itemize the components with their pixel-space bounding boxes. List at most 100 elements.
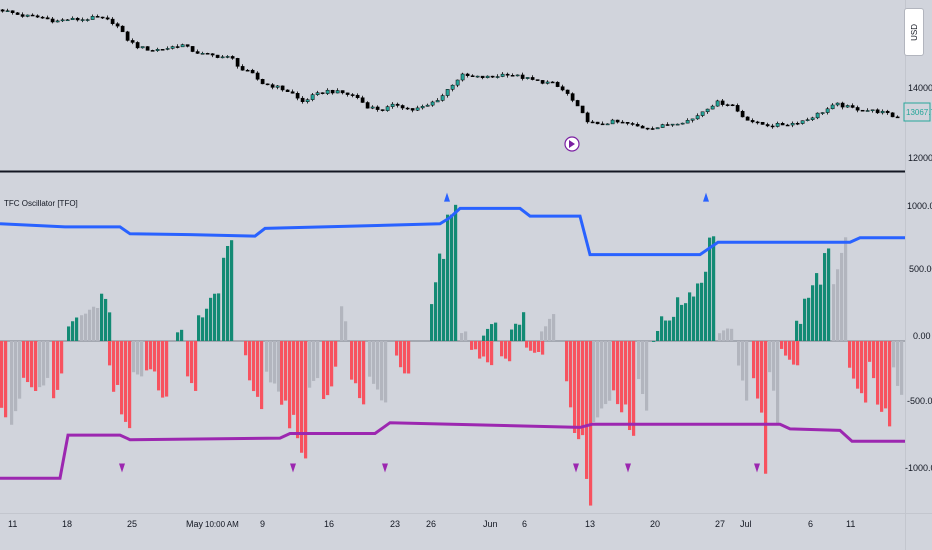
candle-body (800, 120, 805, 124)
candle-body (455, 79, 460, 86)
histogram-bar (112, 341, 116, 392)
candle-body (685, 120, 690, 124)
candle-body (680, 122, 685, 125)
indicator-title[interactable]: TFC Oscillator [TFO] (4, 199, 78, 208)
time-tick-label: 10:00 AM (205, 520, 239, 529)
candle-body (600, 123, 605, 126)
candle-body (555, 81, 560, 87)
buy-signal-marker (444, 192, 450, 202)
histogram-bar (322, 341, 326, 399)
histogram-bar (92, 306, 96, 341)
candle-body (590, 121, 595, 124)
flag-icon (569, 140, 575, 148)
histogram-bar (688, 292, 692, 341)
histogram-bar (726, 328, 730, 341)
candle-body (275, 85, 280, 88)
histogram-bar (652, 340, 656, 342)
time-tick-label: 23 (390, 519, 400, 529)
osc-tick-label: 500.00 (909, 264, 932, 274)
histogram-bar (470, 341, 474, 350)
candle-body (645, 127, 650, 130)
histogram-bar (395, 341, 399, 356)
candle-body (145, 46, 150, 51)
time-tick-label: 6 (808, 519, 813, 529)
candle-body (285, 89, 290, 92)
time-tick-label: 26 (426, 519, 436, 529)
histogram-bar (680, 304, 684, 341)
event-marker[interactable] (564, 136, 580, 152)
candle-body (770, 125, 775, 128)
histogram-bar (745, 341, 749, 401)
candle-body (190, 46, 195, 52)
candle-body (240, 66, 245, 71)
time-tick-label: 11 (8, 519, 17, 529)
histogram-bar (209, 297, 213, 341)
candle-body (820, 112, 825, 114)
histogram-bar (197, 315, 201, 341)
candle-body (440, 95, 445, 101)
histogram-bar (205, 308, 209, 341)
histogram-bar (18, 341, 22, 399)
currency-button[interactable]: USD (904, 8, 924, 56)
candle-body (135, 42, 140, 49)
candle-body (85, 19, 90, 21)
histogram-bar (510, 329, 514, 341)
candle-body (550, 81, 555, 84)
candle-body (660, 124, 665, 128)
candle-body (10, 10, 15, 13)
candle-body (60, 19, 65, 22)
histogram-bar (46, 341, 50, 378)
histogram-bar (256, 341, 260, 397)
histogram-bar (799, 323, 803, 341)
candle-body (295, 93, 300, 99)
candle-body (390, 103, 395, 107)
candle-body (570, 93, 575, 101)
histogram-bar (75, 317, 79, 341)
histogram-bar (288, 341, 292, 429)
histogram-bar (84, 313, 88, 341)
candle-body (200, 53, 205, 55)
histogram-bar (80, 315, 84, 341)
candle-body (280, 85, 285, 91)
histogram-bar (201, 317, 205, 341)
histogram-bar (848, 341, 852, 368)
histogram-bar (340, 306, 344, 341)
candle-body (810, 117, 815, 120)
histogram-bar (656, 330, 660, 341)
candle-body (355, 94, 360, 98)
candle-body (120, 25, 125, 33)
candle-body (150, 50, 155, 52)
histogram-bar (585, 341, 589, 479)
candle-body (865, 110, 870, 112)
candle-body (740, 111, 745, 118)
histogram-bar (490, 324, 494, 341)
histogram-bar (213, 293, 217, 341)
candle-body (750, 120, 755, 123)
histogram-bar (0, 341, 4, 408)
histogram-bar (186, 341, 190, 377)
candle-body (130, 40, 135, 43)
histogram-bar (88, 309, 92, 341)
candle-body (235, 58, 240, 67)
histogram-bar (482, 335, 486, 341)
candle-body (410, 108, 415, 111)
candle-body (80, 19, 85, 21)
candle-body (370, 106, 375, 109)
buy-signal-marker (703, 192, 709, 202)
candle-body (110, 18, 115, 24)
histogram-bar (42, 341, 46, 386)
candle-body (655, 127, 660, 130)
histogram-bar (788, 341, 792, 360)
time-tick-label: 18 (62, 519, 72, 529)
price-axis[interactable]: 14000.00 12000.00 13067.75 (903, 83, 932, 163)
histogram-bar (248, 341, 252, 381)
candle-body (380, 109, 385, 111)
histogram-bar (26, 341, 30, 383)
oscillator-axis[interactable]: 1000.00 500.00 0.00 -500.00 -1000.00 (905, 201, 932, 473)
time-axis[interactable]: 11 18 25 May 10:00 AM 9 16 23 26 Jun 6 1… (8, 519, 855, 529)
histogram-bar (244, 341, 248, 356)
histogram-bar (792, 341, 796, 365)
candle-body (835, 102, 840, 106)
histogram-bar (760, 341, 764, 413)
histogram-bar (376, 341, 380, 390)
